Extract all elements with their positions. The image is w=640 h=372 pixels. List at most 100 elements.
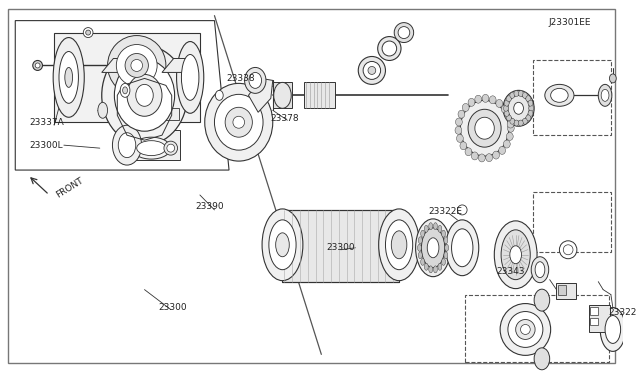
Ellipse shape bbox=[137, 141, 166, 155]
Ellipse shape bbox=[59, 51, 79, 103]
Ellipse shape bbox=[429, 266, 433, 273]
Bar bbox=[591, 307, 598, 314]
Text: 23322E: 23322E bbox=[428, 208, 462, 217]
Ellipse shape bbox=[53, 38, 84, 117]
Ellipse shape bbox=[510, 246, 522, 264]
Ellipse shape bbox=[462, 103, 469, 112]
Ellipse shape bbox=[125, 54, 148, 77]
Bar bbox=[273, 82, 292, 108]
Ellipse shape bbox=[131, 60, 143, 71]
Ellipse shape bbox=[514, 102, 524, 114]
Ellipse shape bbox=[510, 118, 515, 124]
Ellipse shape bbox=[444, 252, 448, 259]
Ellipse shape bbox=[394, 23, 413, 42]
Ellipse shape bbox=[433, 223, 437, 230]
Ellipse shape bbox=[433, 266, 437, 273]
Ellipse shape bbox=[177, 42, 204, 113]
Ellipse shape bbox=[456, 134, 463, 142]
Ellipse shape bbox=[429, 223, 433, 230]
Ellipse shape bbox=[225, 107, 252, 137]
Ellipse shape bbox=[445, 244, 449, 251]
Ellipse shape bbox=[108, 36, 166, 95]
Ellipse shape bbox=[522, 118, 527, 124]
Ellipse shape bbox=[419, 252, 422, 259]
Ellipse shape bbox=[496, 99, 502, 108]
Ellipse shape bbox=[504, 105, 508, 111]
Ellipse shape bbox=[420, 230, 424, 237]
Bar bbox=[557, 283, 576, 299]
Ellipse shape bbox=[601, 89, 609, 101]
Ellipse shape bbox=[500, 304, 550, 355]
Ellipse shape bbox=[136, 84, 153, 106]
Ellipse shape bbox=[559, 241, 577, 259]
Ellipse shape bbox=[118, 133, 136, 158]
Ellipse shape bbox=[86, 30, 91, 35]
Ellipse shape bbox=[83, 28, 93, 38]
Ellipse shape bbox=[504, 140, 510, 148]
Text: 23300: 23300 bbox=[158, 303, 187, 312]
Ellipse shape bbox=[460, 142, 467, 150]
Bar bbox=[465, 295, 609, 362]
Ellipse shape bbox=[35, 63, 40, 68]
Ellipse shape bbox=[475, 95, 482, 103]
Ellipse shape bbox=[120, 83, 130, 97]
Ellipse shape bbox=[428, 238, 439, 258]
Text: 23338: 23338 bbox=[226, 74, 255, 83]
Ellipse shape bbox=[65, 67, 72, 87]
Ellipse shape bbox=[526, 115, 531, 121]
Ellipse shape bbox=[598, 84, 612, 106]
Ellipse shape bbox=[534, 289, 550, 311]
Ellipse shape bbox=[514, 91, 519, 97]
Ellipse shape bbox=[445, 220, 479, 276]
Text: J23301EE: J23301EE bbox=[549, 18, 591, 27]
Text: 23390: 23390 bbox=[195, 202, 223, 211]
Ellipse shape bbox=[127, 74, 162, 116]
Ellipse shape bbox=[563, 245, 573, 255]
Ellipse shape bbox=[438, 263, 442, 270]
Ellipse shape bbox=[458, 205, 467, 215]
Ellipse shape bbox=[493, 151, 499, 159]
Ellipse shape bbox=[520, 324, 531, 334]
Ellipse shape bbox=[471, 152, 478, 160]
Ellipse shape bbox=[507, 120, 514, 128]
Text: FRONT: FRONT bbox=[54, 176, 84, 200]
Ellipse shape bbox=[508, 311, 543, 347]
Ellipse shape bbox=[442, 259, 445, 265]
Ellipse shape bbox=[216, 90, 223, 100]
Ellipse shape bbox=[424, 225, 428, 232]
Ellipse shape bbox=[516, 320, 535, 339]
Ellipse shape bbox=[458, 110, 465, 118]
Ellipse shape bbox=[249, 73, 262, 89]
Ellipse shape bbox=[534, 348, 550, 370]
Ellipse shape bbox=[499, 147, 506, 154]
Ellipse shape bbox=[528, 110, 533, 116]
Bar bbox=[533, 192, 611, 252]
Ellipse shape bbox=[132, 137, 171, 159]
Ellipse shape bbox=[482, 94, 489, 102]
Ellipse shape bbox=[468, 109, 501, 147]
Text: 23322: 23322 bbox=[608, 308, 636, 317]
Ellipse shape bbox=[442, 230, 445, 237]
Ellipse shape bbox=[479, 154, 485, 162]
Ellipse shape bbox=[417, 244, 421, 251]
Ellipse shape bbox=[421, 228, 445, 268]
Polygon shape bbox=[248, 78, 273, 112]
Ellipse shape bbox=[116, 45, 157, 86]
Ellipse shape bbox=[415, 219, 451, 277]
Text: 23343: 23343 bbox=[496, 267, 525, 276]
Ellipse shape bbox=[505, 112, 512, 120]
Ellipse shape bbox=[455, 126, 462, 134]
Ellipse shape bbox=[438, 225, 442, 232]
Ellipse shape bbox=[504, 110, 509, 116]
Ellipse shape bbox=[379, 209, 419, 280]
Ellipse shape bbox=[98, 102, 108, 118]
Ellipse shape bbox=[205, 83, 273, 161]
Ellipse shape bbox=[490, 96, 496, 104]
Ellipse shape bbox=[545, 84, 574, 106]
Text: 23300L: 23300L bbox=[30, 141, 63, 150]
Bar bbox=[127, 130, 180, 160]
Ellipse shape bbox=[486, 154, 493, 162]
Ellipse shape bbox=[506, 96, 511, 102]
Ellipse shape bbox=[494, 221, 537, 289]
Ellipse shape bbox=[609, 74, 616, 83]
